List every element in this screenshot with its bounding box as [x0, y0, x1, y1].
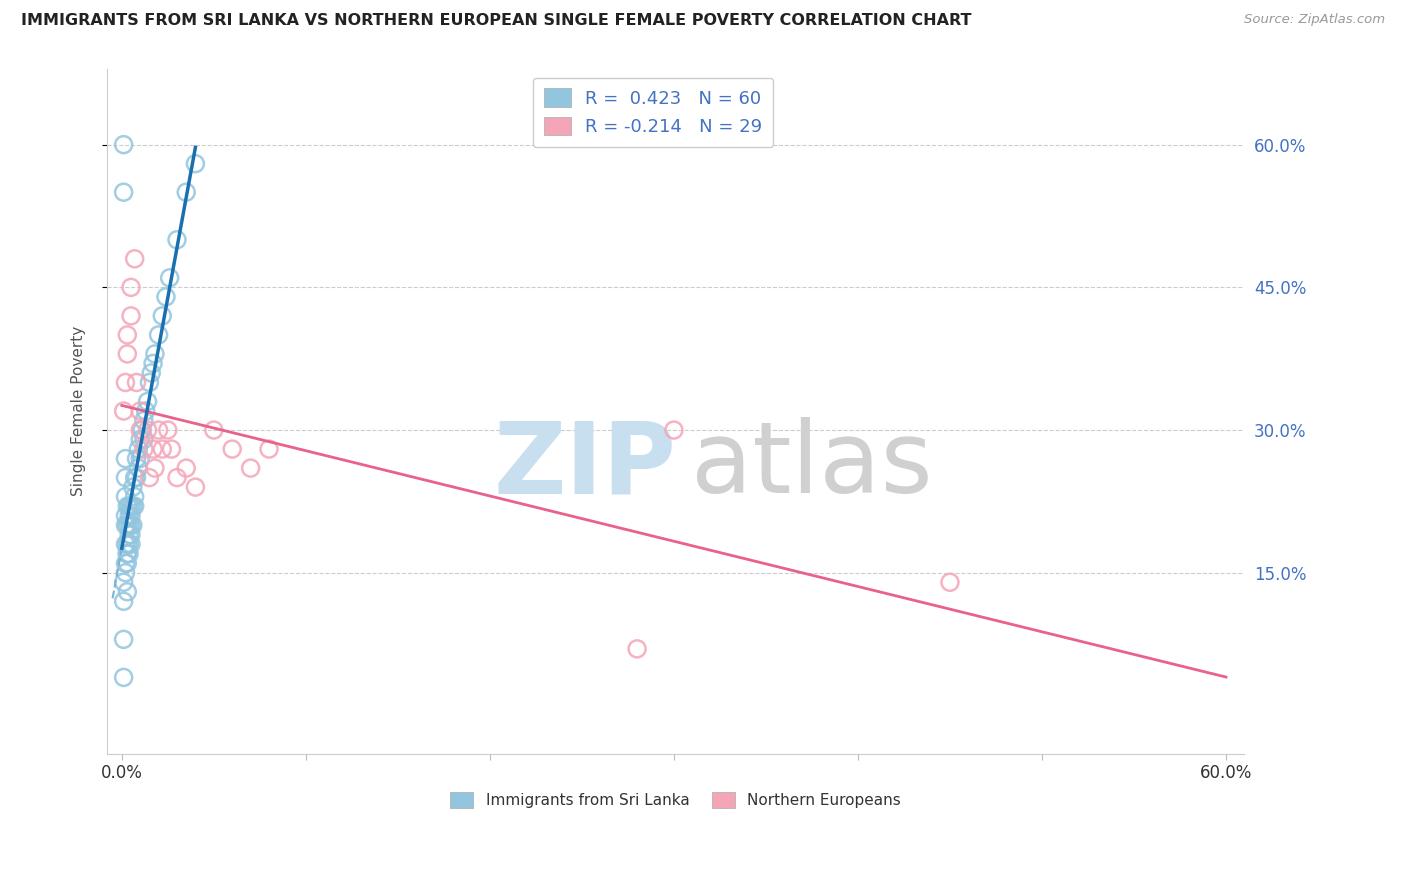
Point [124, 490, 146, 504]
Point [114, 490, 136, 504]
Point [156, 423, 179, 437]
Legend: Immigrants from Sri Lanka, Northern Europeans: Immigrants from Sri Lanka, Northern Euro… [444, 786, 907, 814]
Point [117, 547, 139, 561]
Point [120, 518, 142, 533]
Point [159, 270, 181, 285]
Point [112, 404, 135, 418]
Point [114, 537, 136, 551]
Point [118, 547, 141, 561]
Point [148, 327, 170, 342]
Point [141, 366, 163, 380]
Point [121, 480, 143, 494]
Y-axis label: Single Female Poverty: Single Female Poverty [72, 326, 86, 496]
Point [939, 575, 962, 590]
Point [125, 451, 148, 466]
Point [112, 632, 135, 647]
Point [114, 566, 136, 580]
Point [202, 423, 225, 437]
Point [125, 376, 148, 390]
Point [112, 185, 135, 199]
Point [114, 470, 136, 484]
Point [132, 442, 155, 456]
Point [117, 518, 139, 533]
Point [132, 433, 155, 447]
Point [124, 499, 146, 513]
Point [221, 442, 243, 456]
Point [138, 376, 160, 390]
Point [114, 508, 136, 523]
Point [118, 499, 141, 513]
Point [174, 461, 197, 475]
Point [120, 309, 142, 323]
Point [626, 641, 648, 656]
Point [120, 499, 142, 513]
Point [239, 461, 262, 475]
Point [114, 451, 136, 466]
Point [136, 394, 159, 409]
Point [127, 442, 149, 456]
Point [118, 518, 141, 533]
Point [117, 547, 139, 561]
Point [136, 423, 159, 437]
Point [117, 347, 139, 361]
Point [129, 423, 152, 437]
Text: IMMIGRANTS FROM SRI LANKA VS NORTHERN EUROPEAN SINGLE FEMALE POVERTY CORRELATION: IMMIGRANTS FROM SRI LANKA VS NORTHERN EU… [21, 13, 972, 29]
Point [114, 556, 136, 570]
Point [138, 470, 160, 484]
Point [257, 442, 280, 456]
Text: atlas: atlas [692, 417, 934, 515]
Point [131, 423, 153, 437]
Point [160, 442, 183, 456]
Point [166, 233, 188, 247]
Point [118, 537, 141, 551]
Point [143, 347, 166, 361]
Point [124, 470, 146, 484]
Point [148, 423, 170, 437]
Point [150, 442, 173, 456]
Point [142, 442, 165, 456]
Point [118, 508, 141, 523]
Point [155, 290, 177, 304]
Point [112, 670, 135, 684]
Point [127, 461, 149, 475]
Point [112, 575, 135, 590]
Point [120, 280, 142, 294]
Point [129, 451, 152, 466]
Point [129, 433, 152, 447]
Point [114, 376, 136, 390]
Point [132, 413, 155, 427]
Point [174, 185, 197, 199]
Point [135, 404, 157, 418]
Point [121, 518, 143, 533]
Point [117, 499, 139, 513]
Text: ZIP: ZIP [494, 417, 676, 515]
Point [117, 327, 139, 342]
Point [118, 527, 141, 541]
Point [120, 527, 142, 541]
Point [662, 423, 685, 437]
Point [121, 499, 143, 513]
Point [114, 518, 136, 533]
Point [124, 252, 146, 266]
Point [120, 537, 142, 551]
Point [125, 470, 148, 484]
Point [120, 508, 142, 523]
Point [117, 537, 139, 551]
Point [112, 594, 135, 608]
Text: Source: ZipAtlas.com: Source: ZipAtlas.com [1244, 13, 1385, 27]
Point [112, 137, 135, 152]
Point [184, 156, 207, 170]
Point [117, 584, 139, 599]
Point [150, 309, 173, 323]
Point [166, 470, 188, 484]
Point [184, 480, 207, 494]
Point [142, 356, 165, 370]
Point [117, 556, 139, 570]
Point [129, 404, 152, 418]
Point [143, 461, 166, 475]
